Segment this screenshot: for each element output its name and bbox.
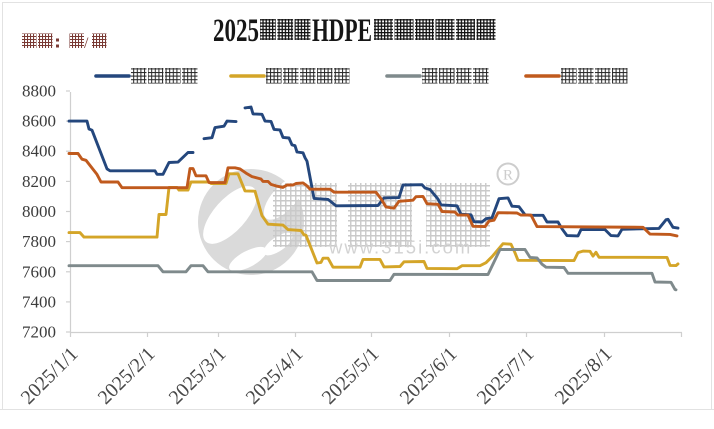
svg-text:/: /: [84, 35, 89, 52]
svg-text:7400: 7400: [22, 292, 56, 311]
svg-text:R: R: [503, 168, 513, 184]
svg-text:8400: 8400: [22, 142, 56, 161]
svg-text:8000: 8000: [22, 202, 56, 221]
svg-text:7600: 7600: [22, 262, 56, 281]
svg-text:8200: 8200: [22, 172, 56, 191]
svg-text:8600: 8600: [22, 112, 56, 131]
svg-text:7800: 7800: [22, 232, 56, 251]
svg-text:7200: 7200: [22, 323, 56, 342]
svg-text:2025: 2025: [213, 13, 259, 49]
svg-text:8800: 8800: [22, 82, 56, 101]
svg-text:www.315i.com: www.315i.com: [328, 237, 472, 258]
svg-text:HDPE: HDPE: [312, 13, 372, 49]
